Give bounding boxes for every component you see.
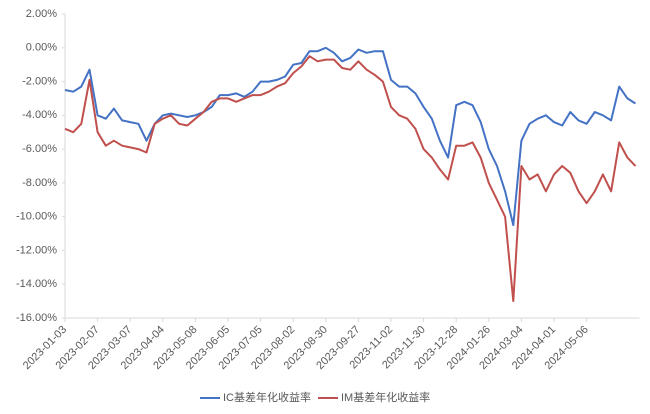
y-tick-label: -4.00%	[22, 109, 57, 121]
y-tick-label: -16.00%	[16, 312, 57, 324]
legend-label: IM基差年化收益率	[341, 390, 430, 404]
y-tick-label: -6.00%	[22, 143, 57, 155]
y-tick-label: -14.00%	[16, 278, 57, 290]
y-tick-label: -12.00%	[16, 244, 57, 256]
legend-label: IC基差年化收益率	[223, 390, 311, 404]
y-tick-label: 2.00%	[26, 8, 57, 20]
series-line	[64, 46, 637, 227]
y-tick-label: -8.00%	[22, 177, 57, 189]
y-tick-label: 0.00%	[26, 42, 57, 54]
series-line	[64, 55, 637, 303]
y-tick-label: -10.00%	[16, 211, 57, 223]
y-tick-label: -2.00%	[22, 75, 57, 87]
